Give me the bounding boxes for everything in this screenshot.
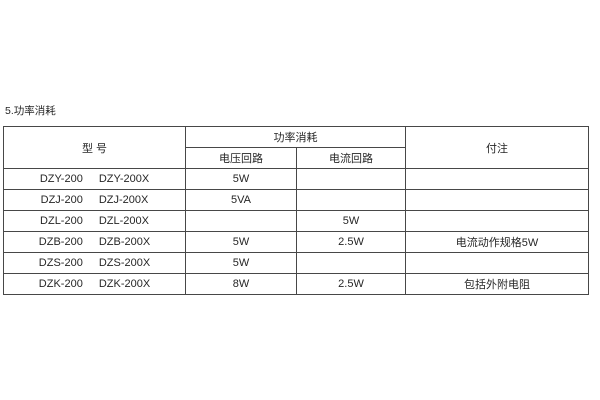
model-name: DZB-200 [38,236,83,248]
model-cell: DZB-200 DZB-200X [3,231,186,253]
model-name-x: DZL-200X [98,215,149,227]
current-cell [296,168,406,190]
model-name-x: DZJ-200X [98,194,149,206]
table-row-dzk: DZK-200 DZK-200X 8W 2.5W 包括外附电阻 [3,273,589,295]
header-row-1: 型 号 功率消耗 付注 [3,126,589,169]
model-name: DZL-200 [40,215,83,227]
table-row-dzs: DZS-200 DZS-200X 5W [3,252,589,274]
header-voltage-circuit: 电压回路 [185,147,297,169]
note-cell [405,168,589,190]
model-cell: DZS-200 DZS-200X [3,252,186,274]
model-cell: DZJ-200 DZJ-200X [3,189,186,211]
note-cell: 电流动作规格5W [405,231,589,253]
table-row-dzb: DZB-200 DZB-200X 5W 2.5W 电流动作规格5W [3,231,589,253]
model-name: DZS-200 [38,257,83,269]
current-cell [296,252,406,274]
voltage-cell: 5W [185,231,297,253]
current-cell [296,189,406,211]
current-cell: 2.5W [296,231,406,253]
current-cell: 5W [296,210,406,232]
note-cell [405,210,589,232]
voltage-cell: 5VA [185,189,297,211]
table-row-dzl: DZL-200 DZL-200X 5W [3,210,589,232]
current-cell: 2.5W [296,273,406,295]
table-row-dzj: DZJ-200 DZJ-200X 5VA [3,189,589,211]
header-model: 型 号 [3,126,186,169]
note-cell: 包括外附电阻 [405,273,589,295]
header-current-circuit: 电流回路 [296,147,406,169]
power-consumption-table: 型 号 功率消耗 付注 电压回路 电流回路 DZY-200 DZY-200X 5W… [3,126,589,295]
voltage-cell: 5W [185,168,297,190]
note-cell [405,252,589,274]
table-row-dzy: DZY-200 DZY-200X 5W [3,168,589,190]
model-name: DZJ-200 [40,194,83,206]
header-notes: 付注 [405,126,589,169]
voltage-cell: 8W [185,273,297,295]
table-body: DZY-200 DZY-200X 5W DZJ-200 DZJ-200X 5VA D… [3,168,589,295]
model-name: DZK-200 [38,278,83,290]
note-cell [405,189,589,211]
model-name: DZY-200 [39,173,83,185]
section-heading: 5.功率消耗 [5,105,56,117]
model-name-x: DZB-200X [98,236,151,248]
model-name-x: DZY-200X [98,173,150,185]
table-header: 型 号 功率消耗 付注 电压回路 电流回路 [3,126,589,169]
model-name-x: DZS-200X [98,257,151,269]
header-power-group: 功率消耗 [185,126,406,148]
voltage-cell [185,210,297,232]
model-cell: DZK-200 DZK-200X [3,273,186,295]
model-name-x: DZK-200X [98,278,151,290]
voltage-cell: 5W [185,252,297,274]
model-cell: DZY-200 DZY-200X [3,168,186,190]
model-cell: DZL-200 DZL-200X [3,210,186,232]
